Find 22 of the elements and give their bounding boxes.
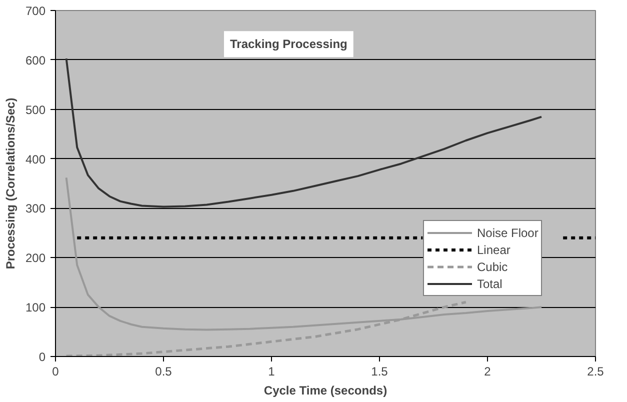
y-tick-label: 400 bbox=[25, 152, 46, 166]
y-tick-label: 600 bbox=[25, 53, 46, 68]
x-tick-label: 2.5 bbox=[587, 364, 604, 378]
text: Tracking Processing bbox=[230, 37, 348, 52]
y-tick-label: 700 bbox=[25, 4, 46, 18]
y-tick-label: 100 bbox=[25, 300, 46, 315]
y-axis-title: Processing (Correlations/Sec) bbox=[3, 98, 18, 270]
x-tick-label: 2 bbox=[484, 364, 492, 378]
x-axis-title: Cycle Time (seconds) bbox=[264, 384, 388, 398]
line-series bbox=[65, 57, 542, 208]
x-tick-label: 1.5 bbox=[371, 364, 388, 378]
y-tick-label: 500 bbox=[25, 102, 46, 117]
x-tick-label: 1 bbox=[268, 364, 276, 378]
legend-label: Cubic bbox=[477, 258, 508, 275]
legend-label: Total bbox=[477, 276, 502, 292]
x-tick-label: 0.5 bbox=[155, 364, 172, 378]
legend-label: Linear bbox=[477, 242, 510, 258]
y-tick-label: 200 bbox=[25, 251, 46, 266]
x-tick-label: 0 bbox=[52, 364, 60, 378]
y-tick-label: 0 bbox=[38, 350, 46, 364]
y-tick-label: 300 bbox=[25, 202, 46, 216]
legend-label: Noise Floor bbox=[477, 224, 538, 241]
